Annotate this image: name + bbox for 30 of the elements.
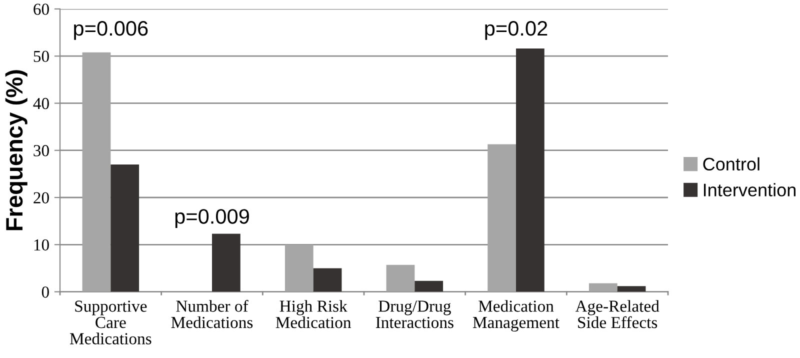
legend-label: Control [703, 157, 760, 171]
annotation: p=0.009 [175, 209, 249, 228]
bar [588, 283, 618, 292]
bar [110, 164, 140, 292]
bar [82, 52, 111, 292]
y-tick-label: 30 [34, 145, 49, 156]
y-tick-label: 10 [34, 239, 49, 251]
bar [386, 264, 415, 292]
x-tick-label: Supportive Care Medications [70, 300, 152, 344]
legend-label: Intervention [704, 183, 796, 196]
y-tick-label: 40 [33, 98, 49, 110]
y-axis-title: Frequency (%) [5, 70, 28, 230]
y-tick-label: 60 [34, 4, 49, 15]
bar [414, 280, 444, 292]
bar [284, 244, 314, 292]
x-tick-label: Drug/Drug Interactions [376, 300, 454, 328]
x-tick-label: High Risk Medication [276, 300, 352, 328]
annotation: p=0.006 [74, 21, 148, 40]
annotation: p=0.02 [485, 21, 548, 40]
x-tick-label: Age-Related Side Effects [575, 300, 660, 328]
x-tick-label: Medication Management [472, 300, 560, 332]
bar [488, 144, 516, 292]
y-tick-label: 50 [34, 50, 49, 62]
bar [212, 234, 240, 292]
bar [313, 268, 342, 292]
bar [617, 286, 646, 292]
y-tick-label: 20 [34, 192, 49, 204]
y-tick-label: 0 [42, 286, 49, 298]
bar [516, 48, 544, 292]
x-tick-label: Number of Medications [171, 300, 253, 328]
